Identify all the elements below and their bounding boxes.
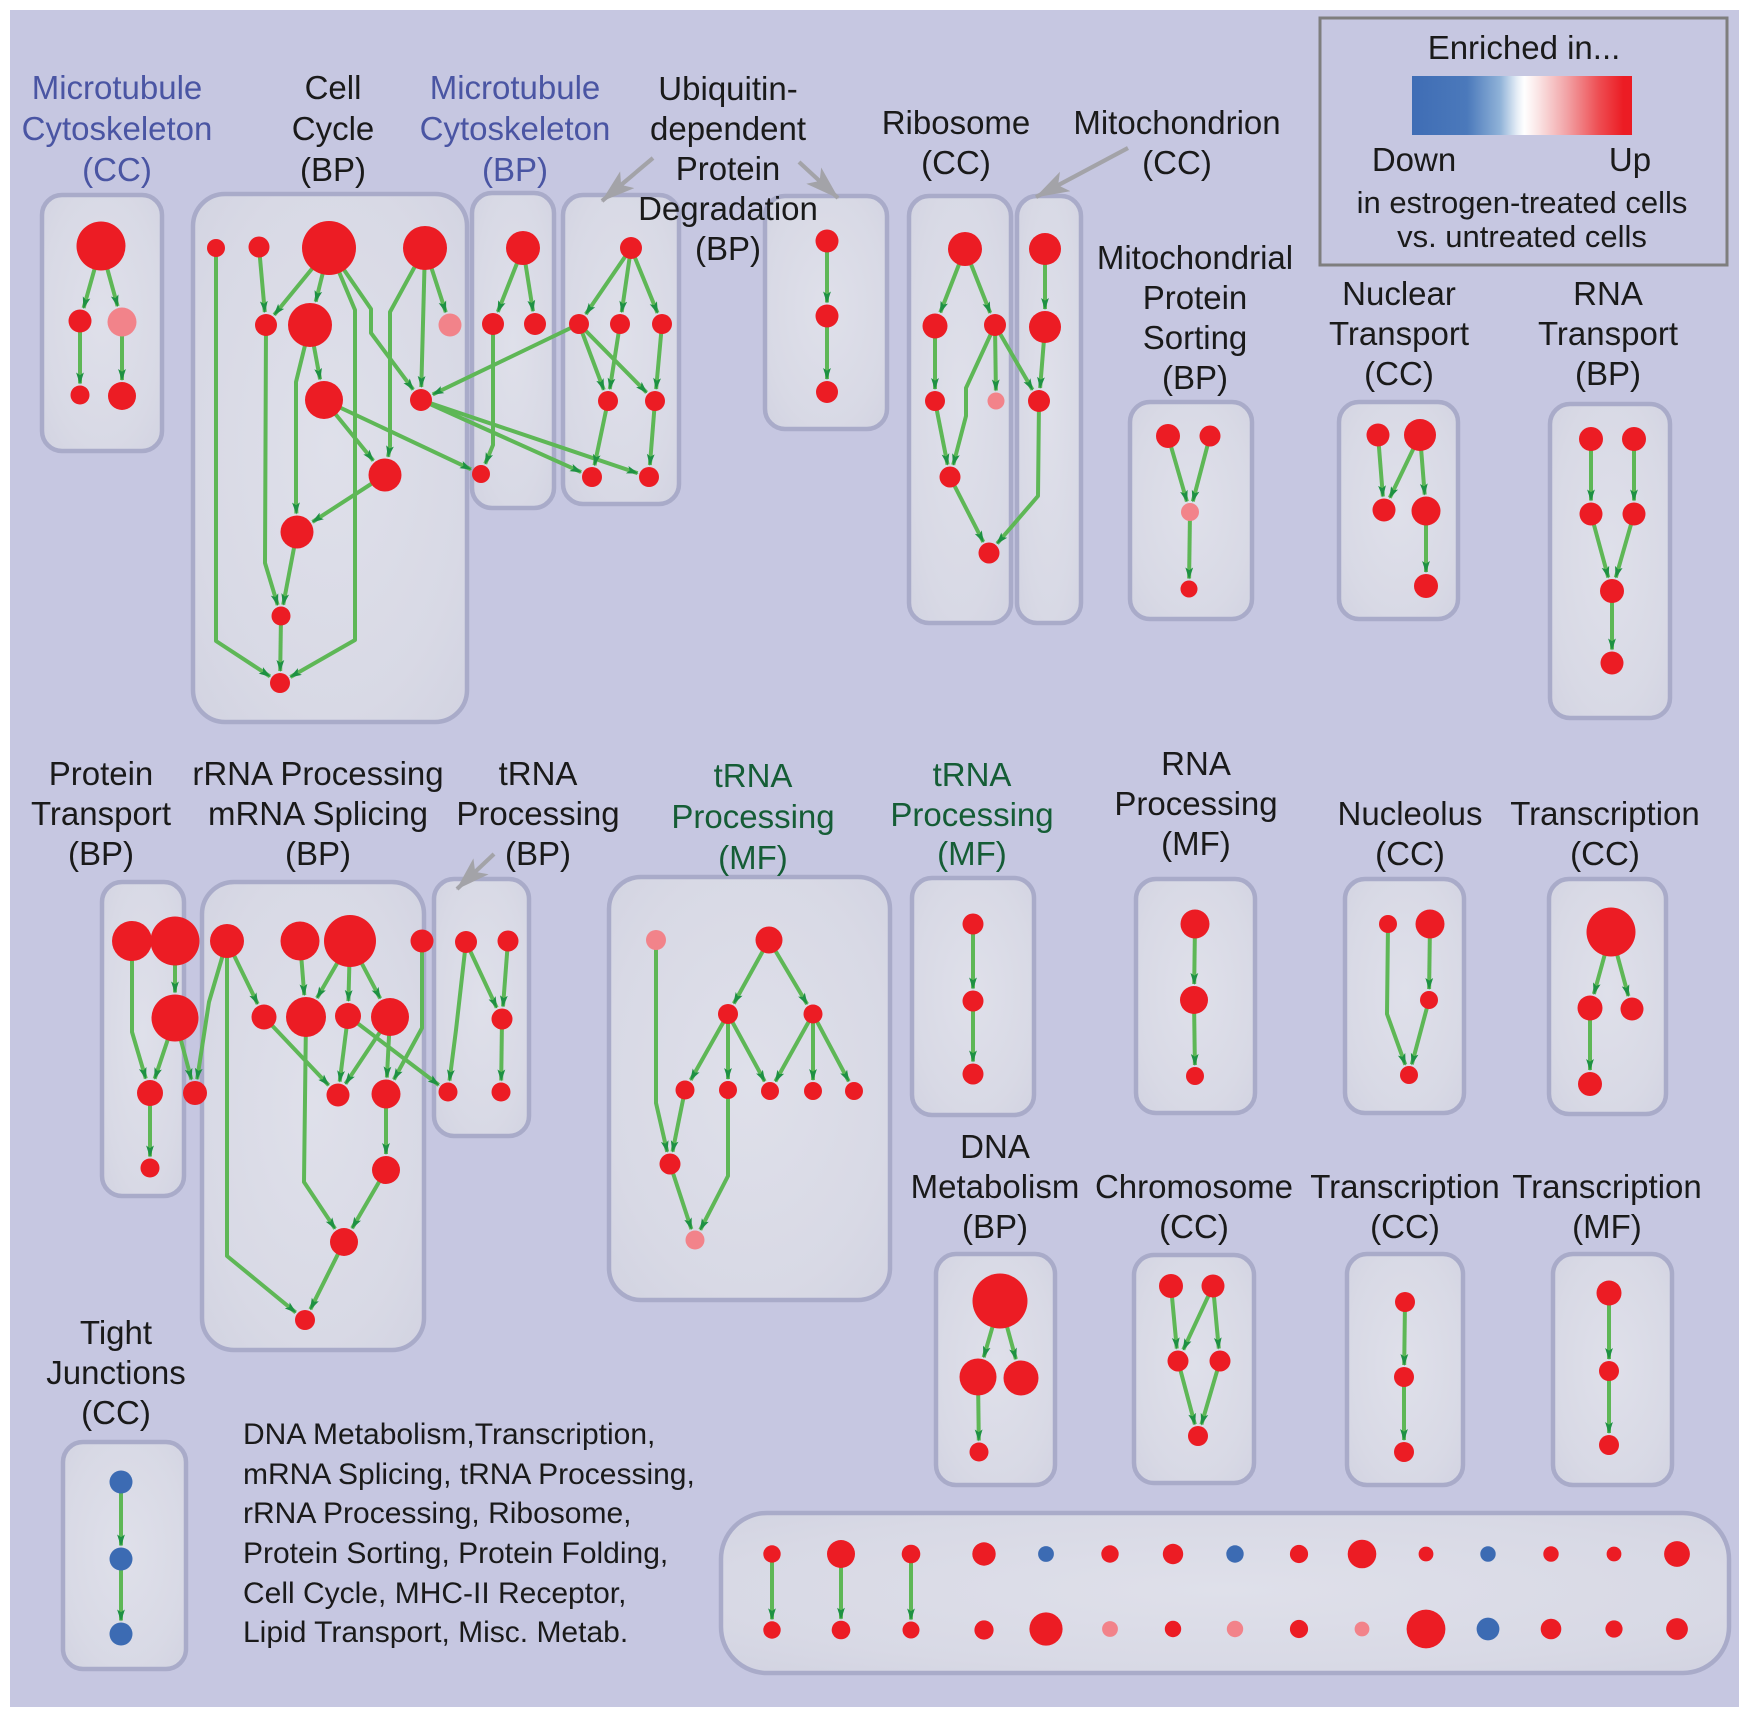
svg-text:Nucleolus(CC): Nucleolus (CC) [1338,795,1483,872]
svg-text:Transcription(CC): Transcription (CC) [1310,1168,1500,1245]
svg-text:Transcription(CC): Transcription (CC) [1510,795,1700,872]
svg-text:Ribosome(CC): Ribosome (CC) [882,104,1031,181]
svg-text:DNA Metabolism,Transcription,m: DNA Metabolism,Transcription, mRNA Splici… [243,1418,695,1649]
svg-text:Enriched in...: Enriched in... [1428,29,1621,66]
svg-text:Transcription(MF): Transcription (MF) [1512,1168,1702,1245]
svg-text:Mitochondrion(CC): Mitochondrion (CC) [1073,104,1280,181]
svg-text:Chromosome(CC): Chromosome (CC) [1095,1168,1293,1245]
